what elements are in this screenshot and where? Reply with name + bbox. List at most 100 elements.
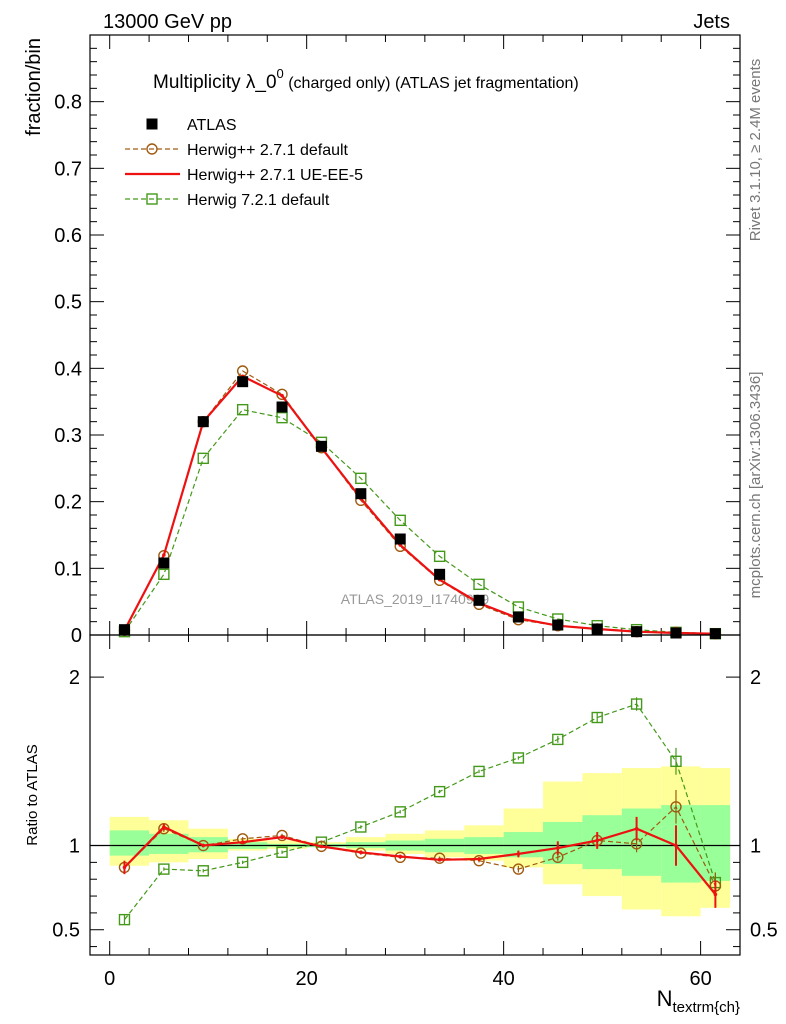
legend-entry: Herwig++ 2.7.1 default — [125, 142, 349, 159]
chart-title: Multiplicity λ_00 (charged only) (ATLAS … — [153, 66, 579, 93]
ratio-y-axis-label: Ratio to ATLAS — [24, 744, 41, 845]
ratio-series-solid — [122, 816, 718, 908]
ratio-point — [556, 846, 560, 850]
ratio-axis-ticks: 0.5 0.51 12 20 20 40 60 — [52, 635, 778, 990]
ratio-point — [276, 846, 288, 858]
ratio-point — [595, 838, 599, 843]
legend-label: ATLAS — [187, 117, 237, 134]
data-point — [591, 623, 603, 635]
legend-entry: ATLAS — [146, 117, 237, 134]
legend-entry: Herwig 7.2.1 default — [125, 192, 330, 209]
ratio-series-dashed-square — [118, 697, 722, 926]
legend-marker — [146, 193, 158, 205]
ratio-point — [433, 852, 446, 864]
ratio-point — [236, 856, 249, 869]
y-tick-label: 0.8 — [54, 92, 82, 114]
x-tick-label: 60 — [689, 968, 711, 990]
ratio-point — [158, 863, 170, 875]
ratio-point — [394, 806, 406, 818]
data-point — [276, 401, 288, 413]
legend-marker — [146, 143, 158, 155]
y-tick-label: 0 — [71, 625, 82, 647]
data-point — [197, 416, 209, 428]
data-point — [355, 488, 367, 500]
header-collision-label: 13000 GeV pp — [103, 11, 232, 33]
ratio-band-green — [700, 805, 731, 881]
ratio-point — [670, 755, 682, 768]
legend-label: Herwig++ 2.7.1 UE-EE-5 — [187, 167, 363, 184]
data-point — [552, 619, 564, 631]
ratio-y-tick-label: 0.5 — [52, 920, 80, 942]
ratio-point — [591, 711, 603, 724]
data-point — [315, 440, 327, 452]
data-point — [355, 472, 367, 485]
data-point — [709, 628, 721, 640]
data-point — [280, 393, 284, 398]
data-point — [162, 553, 166, 557]
ratio-point — [433, 785, 446, 798]
ratio-point — [437, 858, 442, 862]
data-point — [434, 568, 446, 580]
analysis-watermark: ATLAS_2019_I1740909 — [341, 591, 490, 607]
data-point — [631, 626, 643, 638]
header-analysis-label: Jets — [693, 11, 730, 33]
mcplots-label: mcplots.cern.ch [arXiv:1306.3436] — [747, 372, 764, 599]
ratio-y-tick-label: 0.5 — [750, 920, 778, 942]
ratio-point — [276, 829, 288, 842]
data-point — [433, 550, 446, 563]
ratio-y-tick-label: 2 — [750, 667, 761, 689]
data-point — [158, 557, 170, 569]
data-point — [158, 568, 170, 581]
ratio-point — [670, 801, 682, 813]
x-tick-label: 20 — [296, 968, 318, 990]
ratio-point — [122, 865, 127, 870]
ratio-band-green — [149, 833, 189, 854]
ratio-point — [201, 843, 206, 848]
y-tick-label: 0.6 — [54, 225, 82, 247]
ratio-point — [118, 913, 131, 926]
ratio-y-tick-label: 2 — [69, 667, 80, 689]
ratio-point — [630, 698, 643, 710]
ratio-band-green — [109, 830, 150, 856]
ratio-point — [355, 821, 367, 833]
ratio-point — [477, 857, 481, 861]
ratio-point — [512, 752, 525, 764]
data-point — [236, 403, 249, 416]
ratio-point — [162, 825, 166, 829]
ratio-point — [240, 840, 245, 844]
ratio-line — [124, 703, 716, 920]
ratio-point — [398, 854, 403, 859]
ratio-point — [552, 733, 564, 746]
y-tick-label: 0.4 — [54, 358, 82, 380]
series-line — [124, 409, 716, 635]
legend: ATLAS Herwig++ 2.7.1 default Herwig++ 2.7.… — [125, 117, 363, 209]
y-tick-label: 0.7 — [54, 158, 82, 180]
main-plot-panel: ATLAS_2019_I1740909 00.10.20.30.40.50.60… — [54, 34, 741, 647]
data-point — [473, 578, 485, 591]
y-tick-label: 0.2 — [54, 492, 82, 514]
ratio-y-tick-label: 1 — [750, 836, 761, 858]
y-tick-label: 0.1 — [54, 558, 82, 580]
ratio-point — [516, 852, 521, 856]
legend-label: Herwig++ 2.7.1 default — [187, 142, 349, 159]
ratio-line — [123, 825, 717, 896]
ratio-point — [319, 844, 324, 849]
y-tick-label: 0.3 — [54, 425, 82, 447]
main-axis-ticks: 0 0.1 0.2 0.3 0.4 0.5 0.6 0.7 0.8 — [54, 34, 741, 647]
x-tick-label: 40 — [493, 968, 515, 990]
ratio-plot-panel: 0.5 0.51 12 20 20 40 60 — [52, 634, 778, 990]
data-point — [276, 411, 288, 424]
ratio-point — [359, 850, 363, 855]
rivet-version-label: Rivet 3.1.10, ≥ 2.4M events — [747, 59, 764, 242]
ratio-y-tick-label: 1 — [69, 836, 80, 858]
series-data-square — [118, 376, 721, 640]
ratio-point — [197, 865, 209, 877]
y-tick-label: 0.5 — [54, 292, 82, 314]
data-point — [237, 376, 249, 388]
ratio-line — [124, 805, 716, 887]
legend-marker — [146, 118, 158, 130]
main-series-group — [118, 365, 722, 640]
ratio-point — [473, 854, 485, 867]
ratio-series-group — [118, 697, 722, 926]
